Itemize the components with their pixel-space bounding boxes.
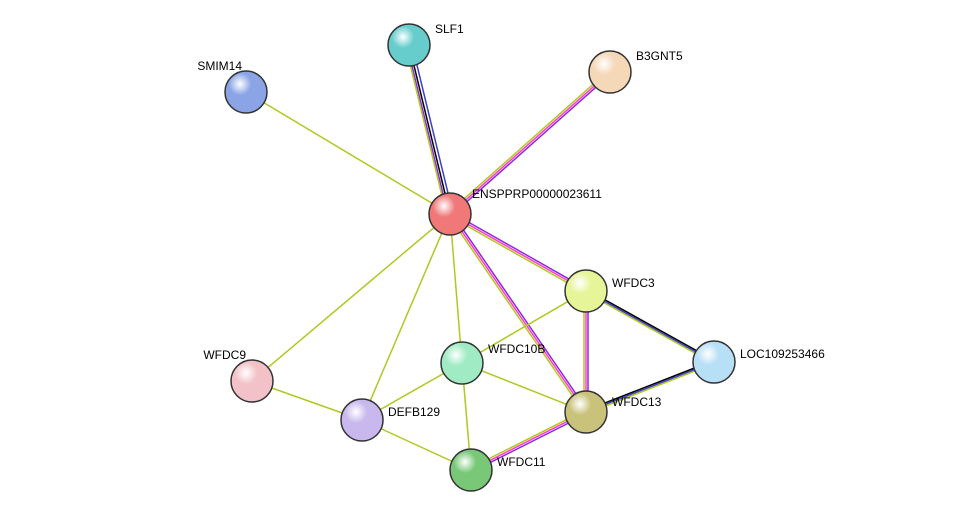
node-highlight bbox=[442, 343, 482, 383]
edge bbox=[264, 103, 432, 203]
node-highlight bbox=[342, 400, 382, 440]
node-highlight bbox=[451, 450, 491, 490]
edge bbox=[464, 84, 593, 198]
node-LOC[interactable]: LOC109253466 bbox=[693, 341, 825, 383]
edge bbox=[606, 371, 695, 406]
edge bbox=[272, 388, 342, 413]
node-highlight bbox=[590, 52, 630, 92]
node-label: WFDC11 bbox=[497, 455, 546, 469]
edge bbox=[491, 423, 568, 462]
node-DEFB129[interactable]: DEFB129 bbox=[341, 399, 440, 441]
nodes-layer: SLF1 SMIM14 B3GNT5 ENSPPRP00000023611 WFDC3 L… bbox=[197, 22, 825, 491]
node-SMIM14[interactable]: SMIM14 bbox=[197, 59, 267, 113]
node-WFDC13[interactable]: WFDC13 bbox=[565, 391, 662, 433]
edge bbox=[606, 370, 695, 405]
edge bbox=[417, 65, 448, 193]
edge bbox=[381, 429, 452, 461]
node-WFDC9[interactable]: WFDC9 bbox=[203, 348, 273, 402]
node-highlight bbox=[389, 25, 429, 65]
node-label: SLF1 bbox=[435, 22, 464, 36]
edge bbox=[467, 226, 566, 282]
node-SLF1[interactable]: SLF1 bbox=[388, 22, 464, 66]
edge bbox=[370, 233, 442, 400]
node-WFDC10B[interactable]: WFDC10B bbox=[441, 342, 545, 384]
edge bbox=[604, 301, 695, 352]
network-graph: SLF1 SMIM14 B3GNT5 ENSPPRP00000023611 WFDC3 L… bbox=[0, 0, 975, 511]
edge bbox=[464, 384, 469, 449]
node-label: ENSPPRP00000023611 bbox=[472, 187, 602, 201]
edge bbox=[489, 420, 566, 459]
node-label: LOC109253466 bbox=[740, 347, 825, 361]
edges-layer bbox=[264, 65, 696, 463]
edge bbox=[268, 228, 434, 368]
node-highlight bbox=[566, 392, 606, 432]
edge bbox=[380, 373, 444, 409]
edge bbox=[482, 371, 567, 405]
edge bbox=[605, 368, 694, 403]
edge bbox=[412, 66, 443, 194]
node-label: WFDC9 bbox=[203, 348, 246, 362]
edge bbox=[468, 224, 567, 280]
node-highlight bbox=[566, 271, 606, 311]
edge bbox=[414, 65, 445, 193]
edge bbox=[604, 302, 695, 353]
node-highlight bbox=[232, 361, 272, 401]
node-ENS[interactable]: ENSPPRP00000023611 bbox=[429, 187, 602, 235]
node-label: SMIM14 bbox=[197, 59, 242, 73]
edge bbox=[480, 302, 568, 353]
edge bbox=[452, 235, 461, 342]
node-highlight bbox=[694, 342, 734, 382]
node-label: WFDC3 bbox=[612, 276, 655, 290]
edge bbox=[469, 223, 568, 279]
edge bbox=[490, 421, 567, 460]
node-label: B3GNT5 bbox=[636, 49, 683, 63]
node-B3GNT5[interactable]: B3GNT5 bbox=[589, 49, 683, 93]
node-highlight bbox=[226, 72, 266, 112]
edge bbox=[605, 300, 696, 351]
node-WFDC11[interactable]: WFDC11 bbox=[450, 449, 546, 491]
edge bbox=[467, 87, 596, 201]
node-label: DEFB129 bbox=[388, 405, 440, 419]
node-highlight bbox=[430, 194, 470, 234]
edge bbox=[411, 66, 442, 194]
edge bbox=[466, 86, 595, 200]
